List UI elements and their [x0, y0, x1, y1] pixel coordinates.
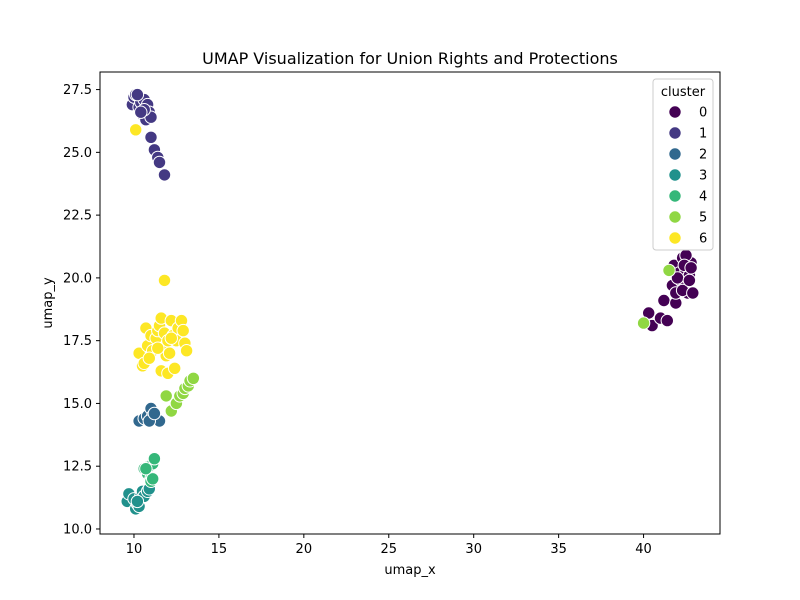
data-point	[186, 371, 201, 385]
y-tick-label: 25.0	[63, 146, 92, 161]
y-axis-label: umap_y	[41, 277, 56, 329]
x-tick-label: 25	[380, 542, 397, 557]
y-tick-label: 20.0	[63, 271, 92, 286]
x-tick-label: 15	[211, 542, 228, 557]
data-point	[157, 168, 172, 182]
data-point	[636, 316, 651, 330]
legend-marker	[668, 168, 682, 182]
legend-entry-label: 2	[699, 148, 707, 163]
data-point	[162, 346, 177, 360]
data-point	[164, 331, 179, 345]
legend-entry-label: 5	[699, 211, 707, 226]
data-point	[179, 344, 194, 358]
data-point	[151, 341, 165, 355]
legend-entry-label: 0	[699, 106, 707, 121]
plot-area	[100, 72, 720, 534]
data-point	[682, 273, 697, 288]
data-point	[134, 105, 148, 119]
data-point	[130, 87, 145, 102]
legend-marker	[668, 210, 682, 224]
plot-frame	[99, 71, 721, 535]
data-point	[657, 293, 671, 308]
data-point	[662, 263, 676, 278]
legend-marker	[668, 231, 682, 245]
data-point	[129, 123, 143, 137]
legend-title: cluster	[661, 85, 706, 100]
x-tick-label: 20	[296, 542, 313, 557]
data-point	[146, 472, 160, 486]
data-point	[157, 273, 172, 288]
legend: cluster 0 1 2 3 4 5 6	[652, 78, 714, 251]
x-axis-label: umap_x	[384, 563, 436, 578]
data-point	[660, 313, 674, 328]
data-point	[684, 261, 698, 275]
data-point	[159, 389, 173, 403]
x-tick-label: 30	[465, 542, 482, 557]
legend-marker	[668, 126, 682, 140]
y-tick-label: 22.5	[63, 209, 92, 224]
legend-entry-label: 6	[699, 232, 707, 247]
data-point	[168, 361, 182, 375]
x-tick-label: 40	[635, 542, 652, 557]
y-tick-label: 12.5	[63, 460, 92, 475]
data-point	[147, 406, 162, 421]
legend-box	[652, 78, 714, 251]
y-tick-label: 27.5	[63, 83, 92, 98]
y-tick-label: 15.0	[63, 397, 92, 412]
x-tick-label: 10	[126, 542, 143, 557]
legend-entry-label: 1	[699, 127, 707, 142]
data-point	[147, 452, 162, 466]
data-point	[130, 494, 145, 509]
legend-marker	[668, 147, 682, 161]
legend-marker	[668, 105, 682, 119]
legend-marker	[668, 189, 682, 203]
chart-title: UMAP Visualization for Union Rights and …	[202, 49, 618, 68]
legend-entry-label: 3	[699, 169, 707, 184]
legend-entry-label: 4	[699, 190, 707, 205]
data-point	[686, 286, 700, 300]
data-point	[142, 351, 157, 365]
y-tick-label: 10.0	[63, 522, 92, 537]
points-layer	[120, 87, 700, 516]
y-tick-label: 17.5	[63, 334, 92, 349]
axes-layer: 10 15 20 25 30 35 4010.012.515.017.520.022.525…	[63, 71, 721, 557]
data-point	[176, 323, 190, 338]
data-point	[152, 155, 167, 170]
data-point	[144, 130, 158, 145]
data-point	[139, 462, 153, 476]
x-tick-label: 35	[550, 542, 567, 557]
